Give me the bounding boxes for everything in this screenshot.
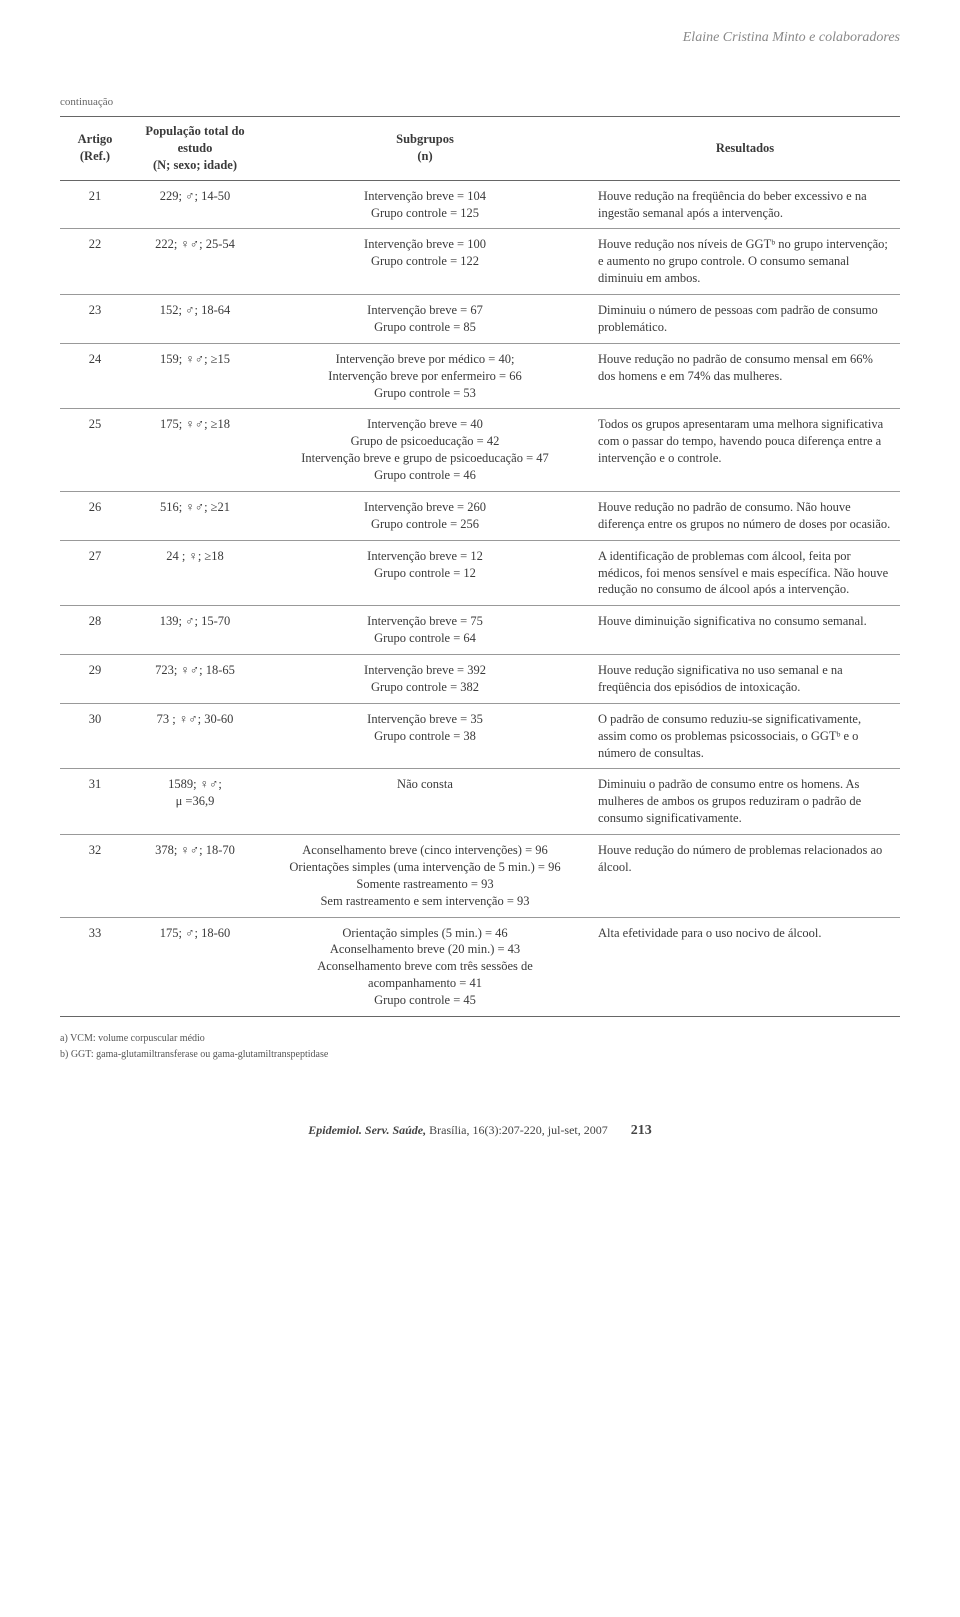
cell-ref: 26 [60,491,130,540]
table-row: 311589; ♀♂;μ =36,9Não constaDiminuiu o p… [60,769,900,835]
footer-page-number: 213 [631,1123,652,1138]
cell-pop: 24 ; ♀; ≥18 [130,540,260,606]
cell-subgroups: Intervenção breve = 100Grupo controle = … [260,229,590,295]
cell-subgroups: Intervenção breve por médico = 40;Interv… [260,343,590,409]
cell-result: O padrão de consumo reduziu-se significa… [590,703,900,769]
cell-result: Houve redução significativa no uso seman… [590,655,900,704]
cell-ref: 28 [60,606,130,655]
cell-result: Alta efetividade para o uso nocivo de ál… [590,917,900,1016]
table-row: 33175; ♂; 18-60Orientação simples (5 min… [60,917,900,1016]
cell-pop: 229; ♂; 14-50 [130,180,260,229]
cell-pop: 378; ♀♂; 18-70 [130,835,260,918]
cell-pop: 175; ♀♂; ≥18 [130,409,260,492]
cell-ref: 30 [60,703,130,769]
cell-ref: 25 [60,409,130,492]
cell-result: Houve redução do número de problemas rel… [590,835,900,918]
table-row: 32378; ♀♂; 18-70Aconselhamento breve (ci… [60,835,900,918]
cell-pop: 1589; ♀♂;μ =36,9 [130,769,260,835]
col-header-subgroups: Subgrupos(n) [260,117,590,181]
cell-result: A identificação de problemas com álcool,… [590,540,900,606]
footer-issue: Brasília, 16(3):207-220, jul-set, 2007 [426,1123,608,1137]
cell-ref: 23 [60,295,130,344]
cell-result: Houve diminuição significativa no consum… [590,606,900,655]
cell-ref: 27 [60,540,130,606]
cell-ref: 32 [60,835,130,918]
table-row: 2724 ; ♀; ≥18Intervenção breve = 12Grupo… [60,540,900,606]
table-row: 22222; ♀♂; 25-54Intervenção breve = 100G… [60,229,900,295]
table-row: 29723; ♀♂; 18-65Intervenção breve = 392G… [60,655,900,704]
col-header-pop: População total doestudo(N; sexo; idade) [130,117,260,181]
cell-subgroups: Intervenção breve = 35Grupo controle = 3… [260,703,590,769]
cell-result: Houve redução no padrão de consumo. Não … [590,491,900,540]
cell-ref: 31 [60,769,130,835]
cell-pop: 139; ♂; 15-70 [130,606,260,655]
footnote-b: b) GGT: gama-glutamiltransferase ou gama… [60,1047,900,1063]
cell-result: Todos os grupos apresentaram uma melhora… [590,409,900,492]
cell-ref: 22 [60,229,130,295]
author-line: Elaine Cristina Minto e colaboradores [60,30,900,46]
table-row: 25175; ♀♂; ≥18Intervenção breve = 40Grup… [60,409,900,492]
cell-ref: 24 [60,343,130,409]
cell-subgroups: Intervenção breve = 75Grupo controle = 6… [260,606,590,655]
cell-subgroups: Intervenção breve = 104Grupo controle = … [260,180,590,229]
cell-ref: 29 [60,655,130,704]
footnotes: a) VCM: volume corpuscular médio b) GGT:… [60,1031,900,1063]
col-header-results: Resultados [590,117,900,181]
cell-subgroups: Intervenção breve = 260Grupo controle = … [260,491,590,540]
results-table: Artigo(Ref.) População total doestudo(N;… [60,116,900,1017]
cell-pop: 175; ♂; 18-60 [130,917,260,1016]
table-row: 23152; ♂; 18-64Intervenção breve = 67Gru… [60,295,900,344]
cell-pop: 159; ♀♂; ≥15 [130,343,260,409]
table-row: 3073 ; ♀♂; 30-60Intervenção breve = 35Gr… [60,703,900,769]
cell-subgroups: Intervenção breve = 40Grupo de psicoeduc… [260,409,590,492]
table-row: 21229; ♂; 14-50Intervenção breve = 104Gr… [60,180,900,229]
cell-result: Houve redução nos níveis de GGTᵇ no grup… [590,229,900,295]
table-header-row: Artigo(Ref.) População total doestudo(N;… [60,117,900,181]
cell-result: Houve redução no padrão de consumo mensa… [590,343,900,409]
cell-result: Diminuiu o número de pessoas com padrão … [590,295,900,344]
cell-ref: 33 [60,917,130,1016]
table-row: 24159; ♀♂; ≥15Intervenção breve por médi… [60,343,900,409]
cell-ref: 21 [60,180,130,229]
footer-journal: Epidemiol. Serv. Saúde, [308,1123,426,1137]
footnote-a: a) VCM: volume corpuscular médio [60,1031,900,1047]
cell-result: Diminuiu o padrão de consumo entre os ho… [590,769,900,835]
cell-subgroups: Intervenção breve = 392Grupo controle = … [260,655,590,704]
cell-pop: 222; ♀♂; 25-54 [130,229,260,295]
cell-subgroups: Não consta [260,769,590,835]
cell-subgroups: Aconselhamento breve (cinco intervenções… [260,835,590,918]
col-header-ref: Artigo(Ref.) [60,117,130,181]
cell-pop: 516; ♀♂; ≥21 [130,491,260,540]
cell-pop: 723; ♀♂; 18-65 [130,655,260,704]
page-footer: Epidemiol. Serv. Saúde, Brasília, 16(3):… [60,1123,900,1139]
cell-result: Houve redução na freqüência do beber exc… [590,180,900,229]
continuation-label: continuação [60,96,900,108]
table-row: 28139; ♂; 15-70Intervenção breve = 75Gru… [60,606,900,655]
cell-subgroups: Intervenção breve = 12Grupo controle = 1… [260,540,590,606]
cell-pop: 152; ♂; 18-64 [130,295,260,344]
table-row: 26516; ♀♂; ≥21Intervenção breve = 260Gru… [60,491,900,540]
cell-subgroups: Intervenção breve = 67Grupo controle = 8… [260,295,590,344]
cell-subgroups: Orientação simples (5 min.) = 46Aconselh… [260,917,590,1016]
cell-pop: 73 ; ♀♂; 30-60 [130,703,260,769]
